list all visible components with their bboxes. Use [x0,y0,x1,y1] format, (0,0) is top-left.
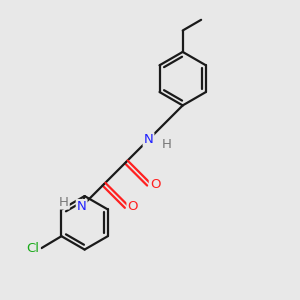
Text: H: H [59,196,69,208]
Text: N: N [77,200,86,213]
Text: Cl: Cl [27,242,40,255]
Text: N: N [144,133,153,146]
Text: O: O [150,178,160,191]
Text: O: O [128,200,138,213]
Text: H: H [161,138,171,151]
